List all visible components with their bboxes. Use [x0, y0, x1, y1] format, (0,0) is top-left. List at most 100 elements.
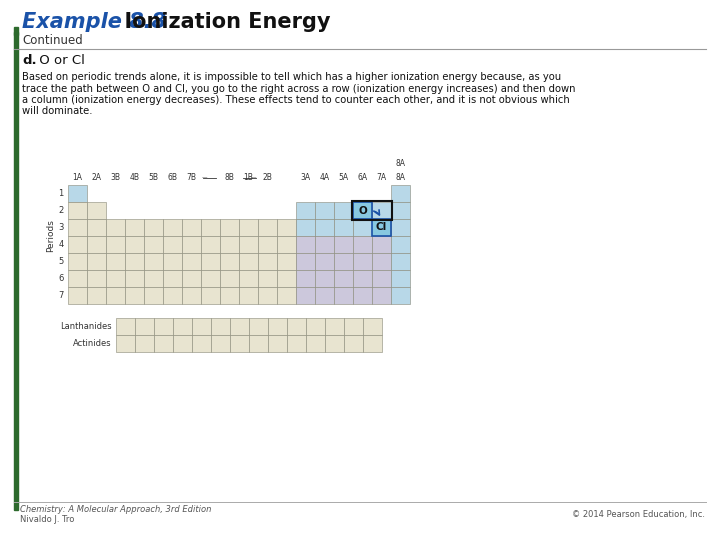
Bar [210, 335, 230, 352]
Bar [87, 270, 106, 287]
Bar [315, 270, 334, 287]
Text: 4B: 4B [130, 173, 140, 183]
Bar [334, 219, 353, 236]
Bar [201, 287, 220, 304]
Bar [296, 253, 315, 270]
Bar [315, 219, 334, 236]
Bar [163, 253, 182, 270]
Bar [125, 270, 144, 287]
Text: 3B: 3B [110, 173, 120, 183]
Bar [353, 219, 372, 236]
Bar [201, 219, 220, 236]
Bar [87, 202, 106, 219]
Bar [163, 287, 182, 304]
Bar [391, 287, 410, 304]
Bar [239, 236, 258, 253]
Bar [87, 253, 106, 270]
Bar [106, 270, 125, 287]
Bar [315, 236, 334, 253]
Bar [230, 318, 248, 335]
Bar [125, 287, 144, 304]
Text: 1B: 1B [243, 173, 253, 183]
Bar [391, 185, 410, 202]
Bar [68, 270, 87, 287]
Bar [125, 236, 144, 253]
Bar [391, 236, 410, 253]
Bar [372, 219, 391, 236]
Bar [144, 287, 163, 304]
Bar [153, 335, 173, 352]
Bar [163, 219, 182, 236]
Bar [353, 236, 372, 253]
Text: Actinides: Actinides [73, 339, 112, 348]
Text: Ionization Energy: Ionization Energy [110, 12, 330, 32]
Text: 2B: 2B [263, 173, 272, 183]
Bar [153, 318, 173, 335]
Bar [391, 219, 410, 236]
Text: Nivaldo J. Tro: Nivaldo J. Tro [20, 516, 74, 524]
Bar [220, 253, 239, 270]
Bar [87, 219, 106, 236]
Bar [353, 270, 372, 287]
Bar [353, 287, 372, 304]
Bar [258, 236, 277, 253]
Bar [182, 253, 201, 270]
Bar [68, 219, 87, 236]
Text: 8B: 8B [225, 173, 235, 183]
Bar [258, 270, 277, 287]
Bar [372, 202, 391, 219]
Bar [334, 202, 353, 219]
Bar [296, 219, 315, 236]
Bar [163, 270, 182, 287]
Text: 5B: 5B [148, 173, 158, 183]
Bar [201, 270, 220, 287]
Bar [353, 253, 372, 270]
Text: 7B: 7B [186, 173, 197, 183]
Bar [220, 270, 239, 287]
Bar [372, 287, 391, 304]
Bar [268, 318, 287, 335]
Bar [68, 287, 87, 304]
Bar [68, 202, 87, 219]
Bar [106, 236, 125, 253]
Bar [68, 185, 87, 202]
Bar [305, 318, 325, 335]
Bar [334, 287, 353, 304]
Text: © 2014 Pearson Education, Inc.: © 2014 Pearson Education, Inc. [572, 510, 705, 519]
Bar [315, 202, 334, 219]
Bar [220, 287, 239, 304]
Bar [106, 253, 125, 270]
Bar [173, 318, 192, 335]
Text: 5A: 5A [338, 173, 348, 183]
Bar [277, 219, 296, 236]
Bar [220, 219, 239, 236]
Bar [362, 318, 382, 335]
Bar [287, 318, 305, 335]
Bar [372, 253, 391, 270]
Text: a column (ionization energy decreases). These effects tend to counter each other: a column (ionization energy decreases). … [22, 95, 570, 105]
Bar [248, 318, 268, 335]
Bar [353, 202, 372, 219]
Text: Lanthanides: Lanthanides [60, 322, 112, 330]
Bar [391, 202, 410, 219]
Text: 7: 7 [58, 291, 63, 300]
Text: Example 8.8: Example 8.8 [22, 12, 166, 32]
Text: O or Cl: O or Cl [35, 53, 85, 66]
Bar [296, 236, 315, 253]
Bar [115, 318, 135, 335]
Bar [106, 287, 125, 304]
Bar [277, 287, 296, 304]
Bar [325, 335, 343, 352]
Bar [352, 201, 392, 220]
Bar [334, 270, 353, 287]
Bar [14, 32, 17, 510]
Bar [296, 270, 315, 287]
Bar [230, 335, 248, 352]
Text: Cl: Cl [376, 222, 387, 233]
Bar [106, 219, 125, 236]
Bar [201, 253, 220, 270]
Text: —: — [202, 176, 207, 180]
Bar [201, 236, 220, 253]
Bar [353, 202, 372, 219]
Bar [87, 287, 106, 304]
